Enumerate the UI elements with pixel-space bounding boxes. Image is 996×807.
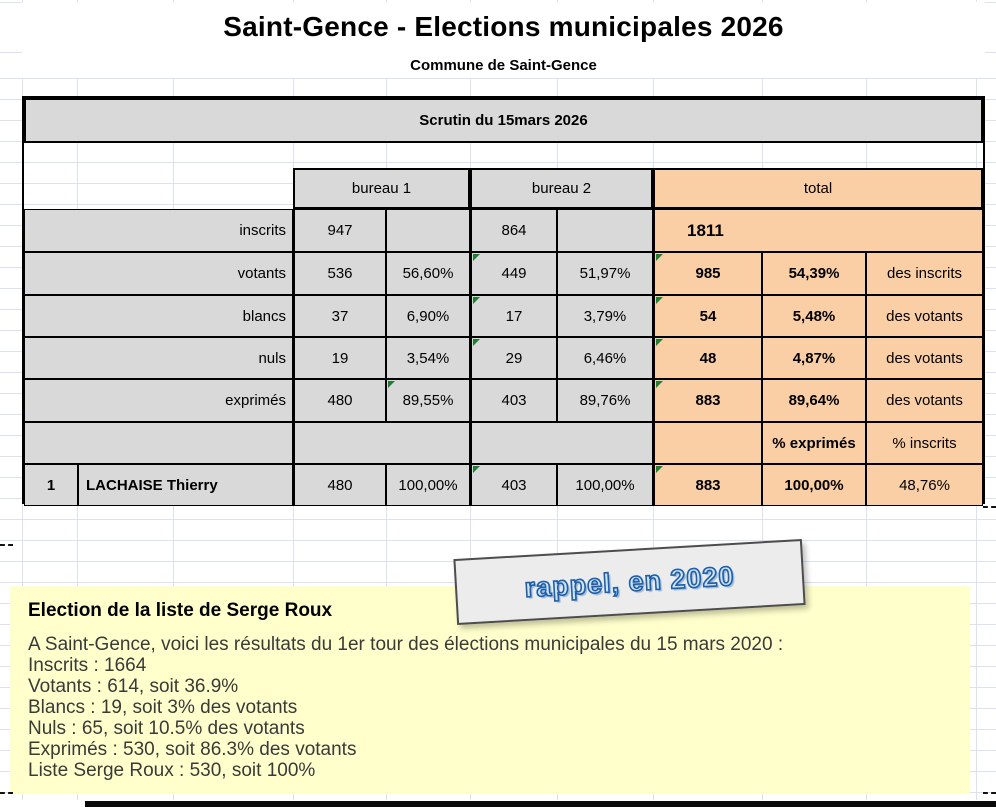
cell-blancs-b2-pct: 3,79% [557,295,653,337]
cell-value: 403 [501,476,527,494]
recap-heading: Election de la liste de Serge Roux [28,600,333,621]
cell-candidate-total-count: 883 [653,464,762,506]
candidate-rank: 1 [24,464,78,506]
row-label-inscrits: inscrits [24,209,293,252]
cell-exprimes-b2-count: 403 [470,379,557,422]
cell-value: 29 [505,349,523,367]
cell-nuls-b1-pct: 3,54% [386,337,470,379]
scrutin-header: Scrutin du 15mars 2026 [24,98,983,143]
cell-nuls-b1-count: 19 [293,337,386,379]
cell-value: 17 [505,307,523,325]
cell-candidate-b2-pct: 100,00% [557,464,653,506]
cell-votants-total-label: des inscrits [866,252,983,295]
row-label-exprimes: exprimés [24,379,293,422]
cell-error-indicator-icon [473,254,480,261]
cell-votants-total-pct: 54,39% [762,252,866,295]
cell-value: 89,55% [402,392,454,409]
cell-votants-total-count: 985 [653,252,762,295]
cell-nuls-total-count: 48 [653,337,762,379]
cell-inscrits-b2-count: 864 [470,209,557,252]
cell-exprimes-b1-pct: 89,55% [386,379,470,422]
header-spacer [24,168,293,209]
recap-line: Inscrits : 1664 [28,655,147,676]
cell-exprimes-total-label: des votants [866,379,983,422]
cell-error-indicator-icon [473,297,480,304]
cell-votants-b1-count: 536 [293,252,386,295]
row-label-blancs: blancs [24,295,293,337]
col-header-bureau1: bureau 1 [293,168,470,209]
cell-candidate-total-inscrits-pct: 48,76% [866,464,983,506]
recap-line: Votants : 614, soit 36.9% [28,676,239,697]
cell-exprimes-b2-pct: 89,76% [557,379,653,422]
cell-candidate-b1-count: 480 [293,464,386,506]
cell-exprimes-total-pct: 89,64% [762,379,866,422]
cell-inscrits-b2-pct [557,209,653,252]
cell-blancs-b1-pct: 6,90% [386,295,470,337]
cell-inscrits-b1-pct [386,209,470,252]
row-label-nuls: nuls [24,337,293,379]
recap-line: Liste Serge Roux : 530, soit 100% [28,760,316,781]
cell-exprimes-total-count: 883 [653,379,762,422]
page-break-dash [983,792,996,794]
pct-row-spacer-b1 [293,422,470,464]
candidate-name: LACHAISE Thierry [78,464,293,506]
row-label-votants: votants [24,252,293,295]
rappel-2020-wordart: rappel, en 2020 [523,560,736,604]
cell-inscrits-b1-count: 947 [293,209,386,252]
cell-nuls-b2-pct: 6,46% [557,337,653,379]
cell-blancs-b2-count: 17 [470,295,557,337]
recap-line: Exprimés : 530, soit 86.3% des votants [28,739,357,760]
page-break-dash [0,544,13,546]
recap-line: A Saint-Gence, voici les résultats du 1e… [28,634,784,655]
cell-value: 54 [699,307,717,325]
cell-value: 449 [501,265,527,282]
cell-error-indicator-icon [473,466,480,473]
cell-value: 985 [695,265,721,282]
cell-candidate-b2-count: 403 [470,464,557,506]
cell-error-indicator-icon [656,297,663,304]
cell-error-indicator-icon [656,466,663,473]
page-break-dash [983,506,996,508]
results-table: Scrutin du 15mars 2026 bureau 1 bureau 2… [22,96,985,506]
cell-blancs-total-label: des votants [866,295,983,337]
table-gap-strip [24,143,983,168]
cell-blancs-total-pct: 5,48% [762,295,866,337]
cell-error-indicator-icon [388,381,395,388]
cell-votants-b1-pct: 56,60% [386,252,470,295]
pct-row-spacer-label [24,422,293,464]
page-break-dash [0,792,13,794]
pct-row-spacer-total [653,422,762,464]
cell-error-indicator-icon [656,339,663,346]
cell-votants-b2-pct: 51,97% [557,252,653,295]
pct-header-inscrits: % inscrits [866,422,983,464]
page-subtitle: Commune de Saint-Gence [22,52,985,78]
cell-nuls-b2-count: 29 [470,337,557,379]
cell-value: 48 [699,349,717,367]
page-title: Saint-Gence - Elections municipales 2026 [22,2,985,52]
cell-votants-b2-count: 449 [470,252,557,295]
pct-row-spacer-b2 [470,422,653,464]
cell-error-indicator-icon [656,254,663,261]
cell-inscrits-total: 1811 [653,209,983,252]
cell-error-indicator-icon [656,381,663,388]
cell-blancs-b1-count: 37 [293,295,386,337]
cell-nuls-total-label: des votants [866,337,983,379]
bottom-window-edge [85,801,996,807]
cell-candidate-b1-pct: 100,00% [386,464,470,506]
col-header-total: total [653,168,983,209]
cell-nuls-total-pct: 4,87% [762,337,866,379]
recap-line: Blancs : 19, soit 3% des votants [28,697,298,718]
cell-value: 883 [695,476,721,494]
cell-blancs-total-count: 54 [653,295,762,337]
cell-exprimes-b1-count: 480 [293,379,386,422]
cell-error-indicator-icon [473,339,480,346]
col-header-bureau2: bureau 2 [470,168,653,209]
pct-header-exprimes: % exprimés [762,422,866,464]
cell-value: 883 [695,392,721,409]
recap-line: Nuls : 65, soit 10.5% des votants [28,718,305,739]
cell-candidate-total-pct: 100,00% [762,464,866,506]
